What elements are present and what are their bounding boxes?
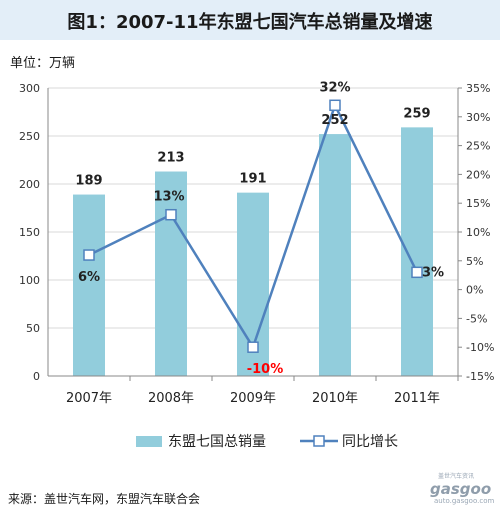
x-tick-label: 2009年: [230, 391, 276, 406]
watermark-url: auto.gasgoo.com: [434, 497, 494, 505]
y-left-tick-label: 150: [19, 226, 40, 239]
bar-data-label: 213: [157, 151, 184, 166]
bar: [319, 134, 351, 376]
x-tick-label: 2008年: [148, 391, 194, 406]
y-left-tick-label: 0: [33, 370, 40, 383]
x-tick-label: 2010年: [312, 391, 358, 406]
y-right-tick-label: 20%: [466, 168, 490, 181]
legend-line-label: 同比增长: [342, 434, 398, 450]
line-marker: [329, 99, 341, 112]
y-left-tick-label: 300: [19, 82, 40, 95]
y-right-tick-label: 30%: [466, 111, 490, 124]
bar-data-label: 191: [239, 172, 266, 187]
y-right-tick-label: 0%: [466, 284, 483, 297]
x-tick-label: 2011年: [394, 391, 440, 406]
line-data-label: 3%: [422, 265, 444, 280]
gasgoo-logo: 盖世汽车资讯 gasgoo auto.gasgoo.com: [430, 472, 494, 505]
line-marker: [411, 266, 423, 279]
y-right-tick-label: 15%: [466, 197, 490, 210]
title-band: [0, 0, 500, 40]
line-data-label: 6%: [78, 270, 100, 285]
line-marker: [247, 341, 259, 353]
y-left-tick-label: 50: [26, 322, 40, 335]
legend-line-marker: [313, 435, 325, 447]
y-right-tick-label: -5%: [466, 312, 487, 325]
line-marker: [165, 208, 177, 221]
line-data-label: 13%: [153, 190, 184, 205]
x-tick-label: 2007年: [66, 391, 112, 406]
y-left-tick-label: 100: [19, 274, 40, 287]
bar-data-label: 189: [75, 174, 102, 189]
legend-bar-label: 东盟七国总销量: [168, 434, 266, 450]
axes: 0 50 100 150 200 250 300 -15% -10% -5% 0% 5% 10% 15% 2…: [19, 82, 494, 406]
bar-data-label: 252: [321, 113, 348, 128]
watermark-brand: gasgoo: [430, 480, 491, 498]
line-data-label: -10%: [247, 362, 284, 377]
y-left-tick-label: 250: [19, 130, 40, 143]
y-right-tick-label: -10%: [466, 341, 494, 354]
line-series: [83, 99, 423, 353]
data-labels: 189 213 191 252 259 6% 13% -10% 32% 3%: [75, 80, 444, 377]
y-left-tick-label: 200: [19, 178, 40, 191]
line-data-label: 32%: [319, 80, 350, 95]
y-right-tick-label: 10%: [466, 226, 490, 239]
legend: 东盟七国总销量 同比增长: [136, 434, 398, 450]
line-marker: [83, 249, 95, 261]
unit-label: 单位：万辆: [10, 56, 76, 71]
bar-series: [73, 127, 433, 376]
bar: [73, 194, 105, 376]
y-right-tick-label: 35%: [466, 82, 490, 95]
y-right-tick-label: 5%: [466, 255, 483, 268]
bar: [155, 171, 187, 376]
watermark-chinese: 盖世汽车资讯: [438, 472, 474, 480]
y-right-tick-label: 25%: [466, 140, 490, 153]
legend-bar-swatch: [136, 436, 162, 447]
source-note: 来源：盖世汽车网，东盟汽车联合会: [8, 492, 201, 506]
y-right-tick-label: -15%: [466, 370, 494, 383]
chart-title: 图1：2007-11年东盟七国汽车总销量及增速: [67, 12, 433, 33]
bar-data-label: 259: [403, 106, 430, 121]
